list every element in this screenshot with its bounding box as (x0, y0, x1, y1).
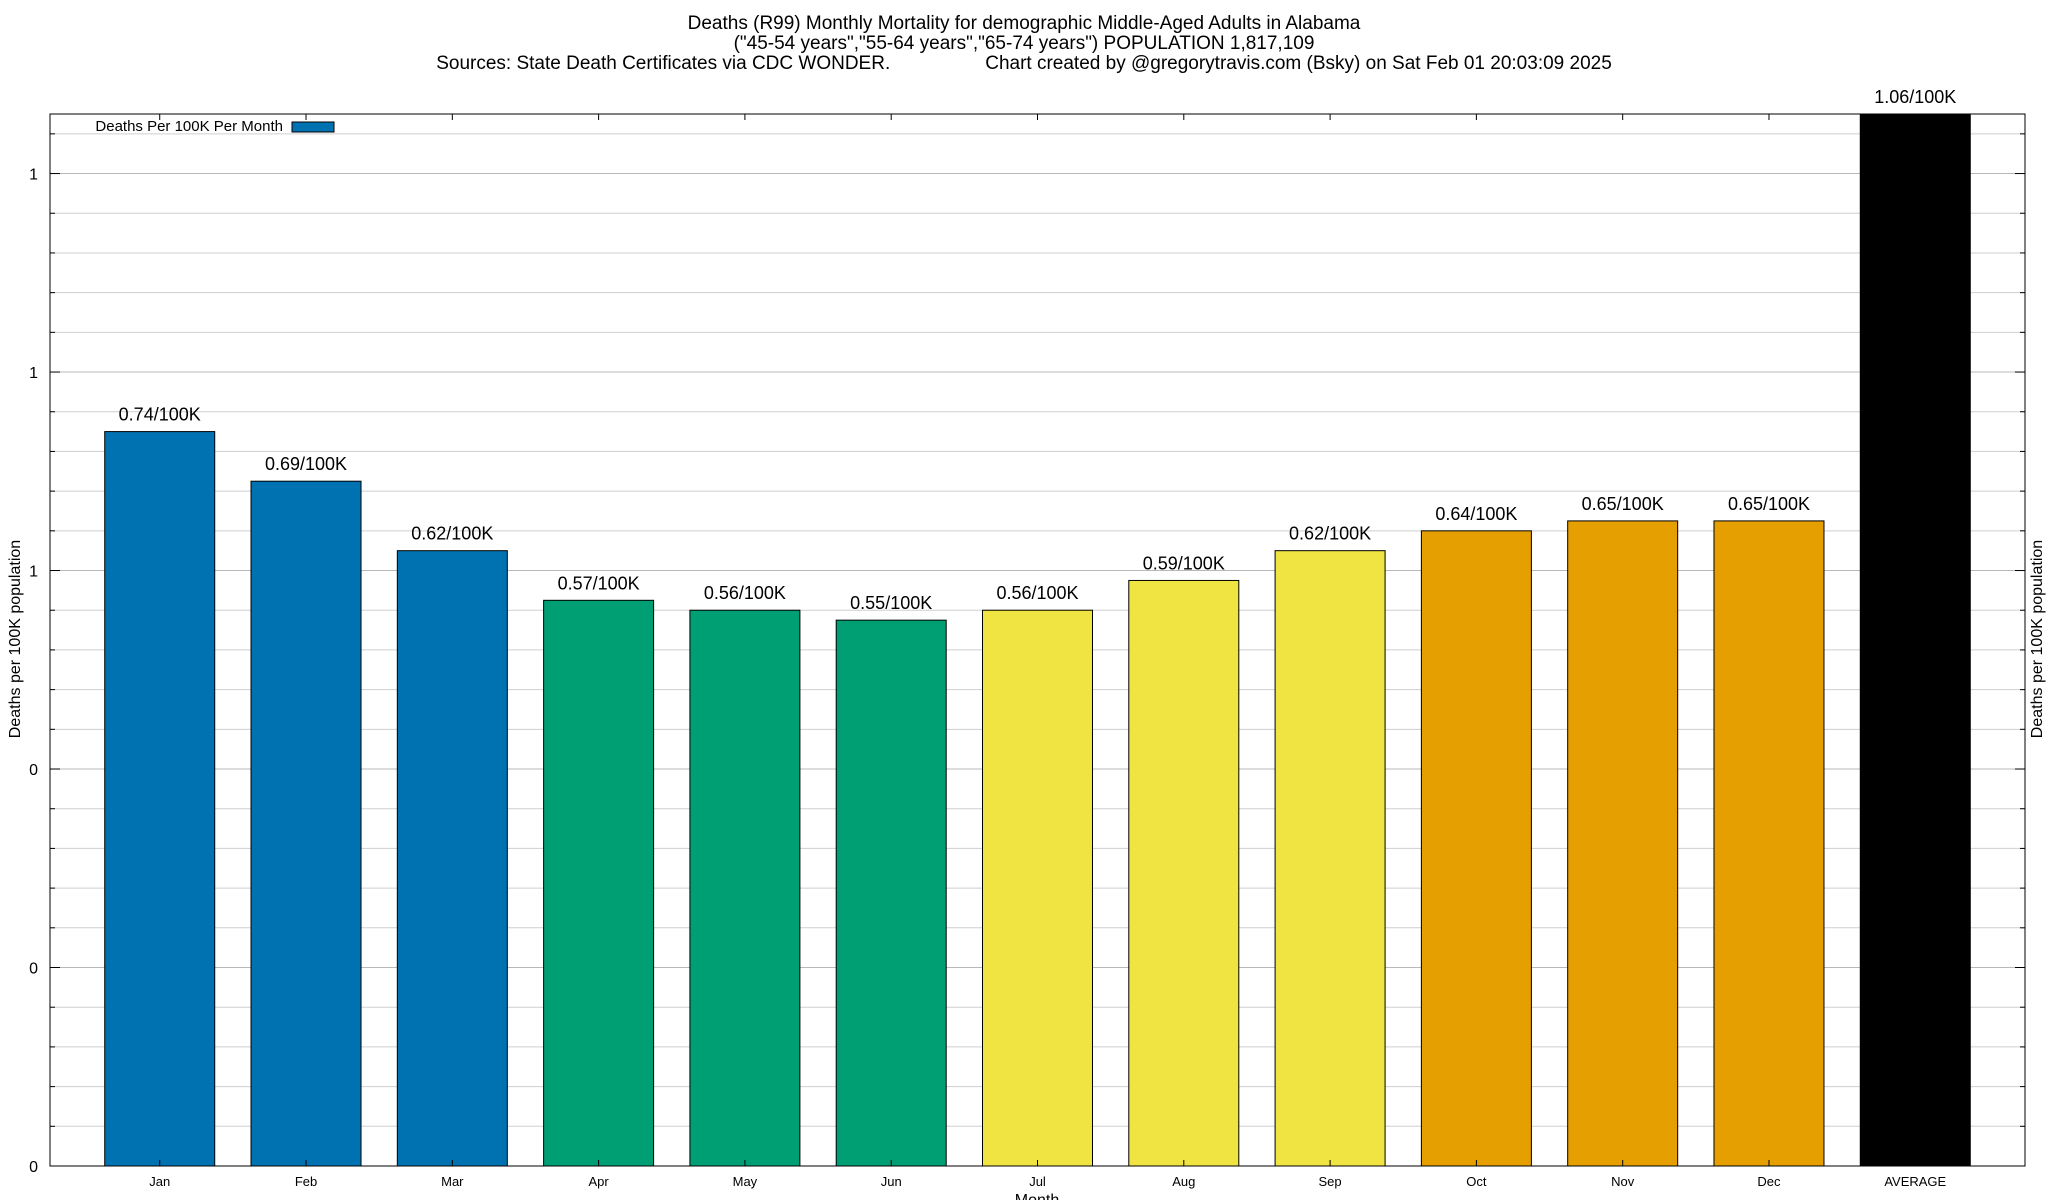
bar-dec (1713, 520, 1825, 1167)
chart-sources-line: Sources: State Death Certificates via CD… (0, 54, 2048, 74)
bar-jun (835, 619, 947, 1167)
x-tick-label: Nov (1611, 1174, 1635, 1189)
x-tick-label: Jul (1029, 1174, 1046, 1189)
x-tick-label: Sep (1319, 1174, 1342, 1189)
bar-average (1859, 113, 1971, 1167)
plot-frame (49, 113, 2026, 1167)
bar-jul (982, 609, 1093, 1167)
x-tick-label: May (733, 1174, 758, 1189)
x-tick-label: Apr (588, 1174, 609, 1189)
bar-value-label: 0.65/100K (1728, 494, 1810, 514)
x-tick-label: Jun (881, 1174, 902, 1189)
y-tick-label: 0 (29, 1159, 38, 1176)
chart-subtitle: ("45-54 years","55-64 years","65-74 year… (733, 33, 1315, 54)
legend: Deaths Per 100K Per Month (95, 118, 335, 135)
x-tick-label: AVERAGE (1884, 1174, 1946, 1189)
legend-swatch (291, 121, 335, 133)
bar-value-label: 0.56/100K (996, 583, 1078, 603)
bar-value-label: 0.56/100K (704, 583, 786, 603)
bar-value-label: 0.62/100K (411, 524, 493, 544)
y-axis-label-right: Deaths per 100K population (2029, 539, 2046, 739)
x-tick-label: Mar (441, 1174, 464, 1189)
y-tick-label: 0 (29, 762, 38, 779)
y-axis-label-left: Deaths per 100K population (7, 539, 24, 739)
y-tick-label: 1 (29, 564, 38, 581)
bar-value-label: 0.59/100K (1143, 553, 1225, 573)
bar-value-label: 0.62/100K (1289, 524, 1371, 544)
x-tick-label: Oct (1466, 1174, 1487, 1189)
chart-title: Deaths (R99) Monthly Mortality for demog… (687, 13, 1361, 34)
x-axis-label: Month (1015, 1192, 1059, 1200)
bar-jan (104, 431, 216, 1167)
chart-credit: Chart created by @gregorytravis.com (Bsk… (985, 53, 1612, 74)
x-tick-label: Dec (1757, 1174, 1781, 1189)
legend-label: Deaths Per 100K Per Month (95, 118, 283, 135)
bar-mar (396, 550, 508, 1167)
bar-apr (543, 599, 655, 1167)
bar-value-label: 0.74/100K (119, 405, 201, 425)
x-tick-label: Aug (1172, 1174, 1195, 1189)
chart-sources: Sources: State Death Certificates via CD… (436, 53, 891, 74)
chart-title-block: Deaths (R99) Monthly Mortality for demog… (0, 14, 2048, 74)
y-tick-label: 1 (29, 365, 38, 382)
y-tick-label: 1 (29, 167, 38, 184)
bar-value-label: 0.55/100K (850, 593, 932, 613)
bar-may (689, 609, 801, 1167)
bar-nov (1567, 520, 1679, 1167)
y-tick-label: 0 (29, 961, 38, 978)
bar-feb (250, 480, 362, 1167)
bar-value-label: 0.65/100K (1582, 494, 1664, 514)
bar-oct (1420, 530, 1532, 1167)
bar-value-label: 1.06/100K (1874, 87, 1956, 107)
bar-value-label: 0.69/100K (265, 454, 347, 474)
bar-value-label: 0.57/100K (558, 573, 640, 593)
bar-value-label: 0.64/100K (1435, 504, 1517, 524)
x-tick-label: Feb (295, 1174, 317, 1189)
bars: 0.74/100K 0.69/100K 0.62/100K 0.57/100K 0.56… (104, 87, 1971, 1167)
bar-aug (1128, 579, 1240, 1167)
ticks: 0 0 0 1 1 1 Jan Feb Mar Apr May Jun Jul Aug Sep Oct Nov D… (29, 114, 2025, 1189)
bar-sep (1274, 550, 1386, 1167)
x-tick-label: Jan (149, 1174, 170, 1189)
